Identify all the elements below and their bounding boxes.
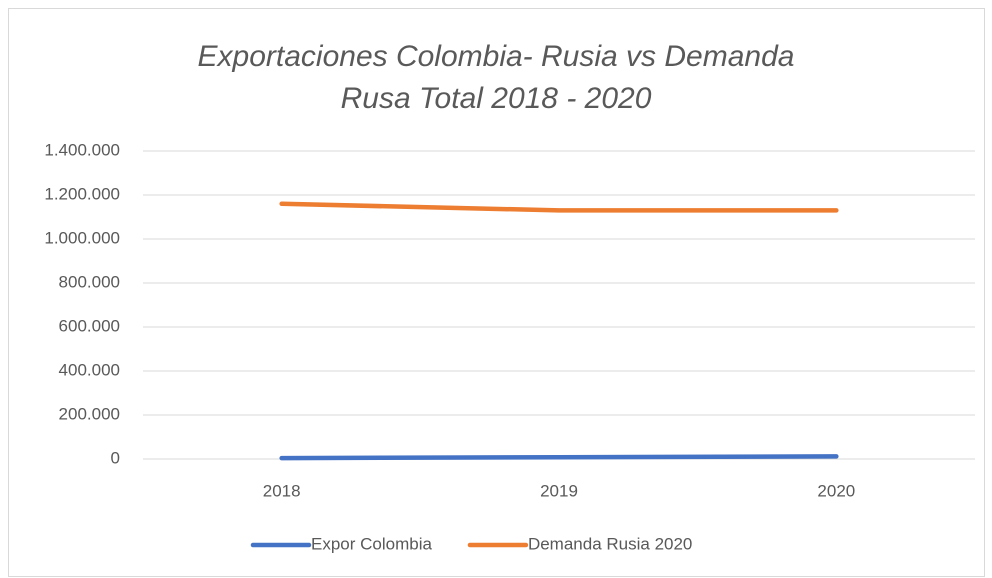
series-line [279,454,839,461]
legend-label: Demanda Rusia 2020 [528,534,692,553]
legend-label: Expor Colombia [311,534,432,553]
y-tick-label: 200.000 [59,404,120,423]
y-tick-label: 1.400.000 [44,140,120,159]
x-tick-label: 2018 [263,481,301,500]
chart-title: Exportaciones Colombia- Rusia vs Demanda… [197,40,795,115]
y-tick-label: 0 [111,448,120,467]
y-tick-label: 1.000.000 [44,228,120,247]
series-line [279,201,839,213]
x-tick-label: 2020 [817,481,855,500]
y-tick-label: 1.200.000 [44,184,120,203]
y-tick-label: 600.000 [59,316,120,335]
y-tick-label: 800.000 [59,272,120,291]
x-tick-label: 2019 [540,481,578,500]
chart-border [8,8,985,577]
y-tick-label: 400.000 [59,360,120,379]
